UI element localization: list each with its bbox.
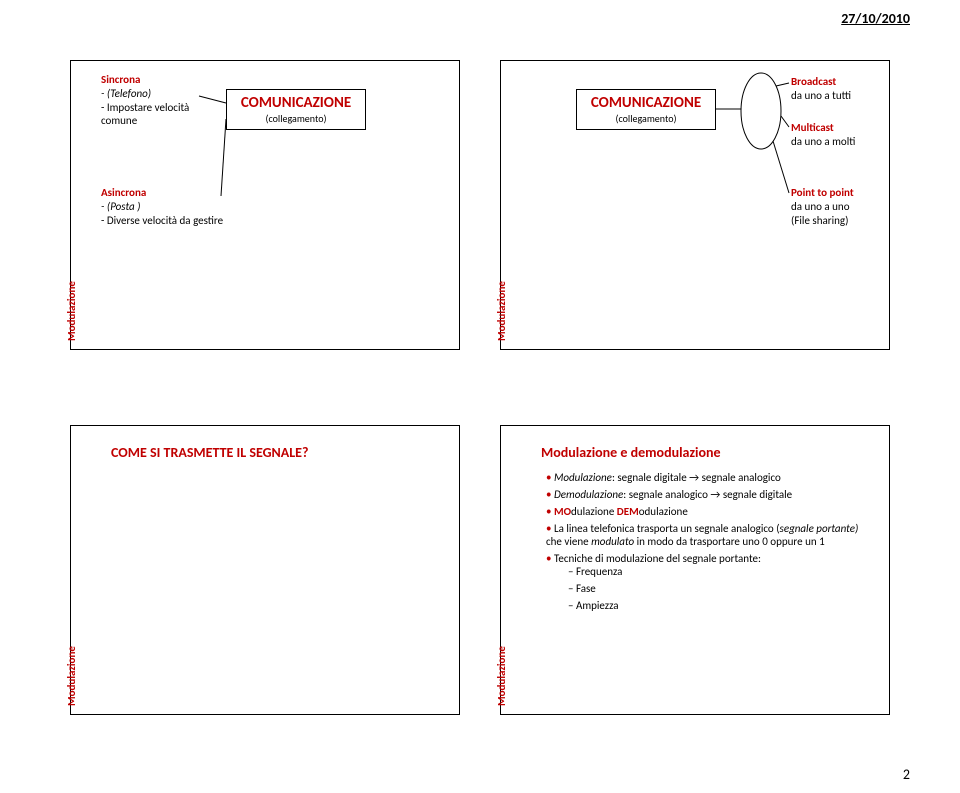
- slide-4-vlabel: Modulazione: [495, 646, 508, 706]
- slide-3: Modulazione COME SI TRASMETTE IL SEGNALE…: [70, 425, 460, 715]
- b1c: segnale analogico: [699, 471, 781, 484]
- b3c: DEM: [617, 505, 639, 518]
- b4c: che viene: [546, 535, 591, 548]
- slide-3-vlabel: Modulazione: [65, 646, 78, 706]
- slide-3-heading: COME SI TRASMETTE IL SEGNALE?: [111, 444, 308, 462]
- bullet-5: Tecniche di modulazione del segnale port…: [546, 552, 869, 612]
- b4e: in modo da trasportare uno 0 oppure un 1: [634, 535, 825, 548]
- b4b: segnale portante): [780, 522, 859, 535]
- slide-4: Modulazione Modulazione e demodulazione …: [500, 425, 890, 715]
- page-number: 2: [903, 766, 910, 783]
- sub-2: Fase: [568, 582, 869, 595]
- sub-3: Ampiezza: [568, 599, 869, 612]
- slide-2-lines: [501, 61, 891, 351]
- slide-1-lines: [71, 61, 461, 351]
- b2ar: →: [710, 488, 720, 501]
- b4a: La linea telefonica trasporta un segnale…: [554, 522, 780, 535]
- slide-4-bullets: Modulazione: segnale digitale → segnale …: [546, 471, 869, 616]
- b2b: : segnale analogico: [623, 488, 710, 501]
- b2c: segnale digitale: [720, 488, 792, 501]
- b1b: : segnale digitale: [612, 471, 689, 484]
- b3a: MO: [554, 505, 571, 518]
- slide-4-heading: Modulazione e demodulazione: [541, 444, 721, 462]
- bullet-2: Demodulazione: segnale analogico → segna…: [546, 488, 869, 501]
- bullet-4: La linea telefonica trasporta un segnale…: [546, 522, 869, 548]
- b3d: odulazione: [639, 505, 688, 518]
- b1a: Modulazione: [554, 471, 612, 484]
- slide-2: Modulazione COMUNICAZIONE (collegamento)…: [500, 60, 890, 350]
- slide-1: Modulazione COMUNICAZIONE (collegamento)…: [70, 60, 460, 350]
- bullet-1: Modulazione: segnale digitale → segnale …: [546, 471, 869, 484]
- sub-1: Frequenza: [568, 565, 869, 578]
- b4d: modulato: [591, 535, 634, 548]
- b3b: dulazione: [571, 505, 617, 518]
- b5: Tecniche di modulazione del segnale port…: [554, 552, 761, 565]
- b2a: Demodulazione: [554, 488, 623, 501]
- bullet-3: MOdulazione DEModulazione: [546, 505, 869, 518]
- page-date: 27/10/2010: [841, 10, 910, 27]
- b1ar: →: [689, 471, 699, 484]
